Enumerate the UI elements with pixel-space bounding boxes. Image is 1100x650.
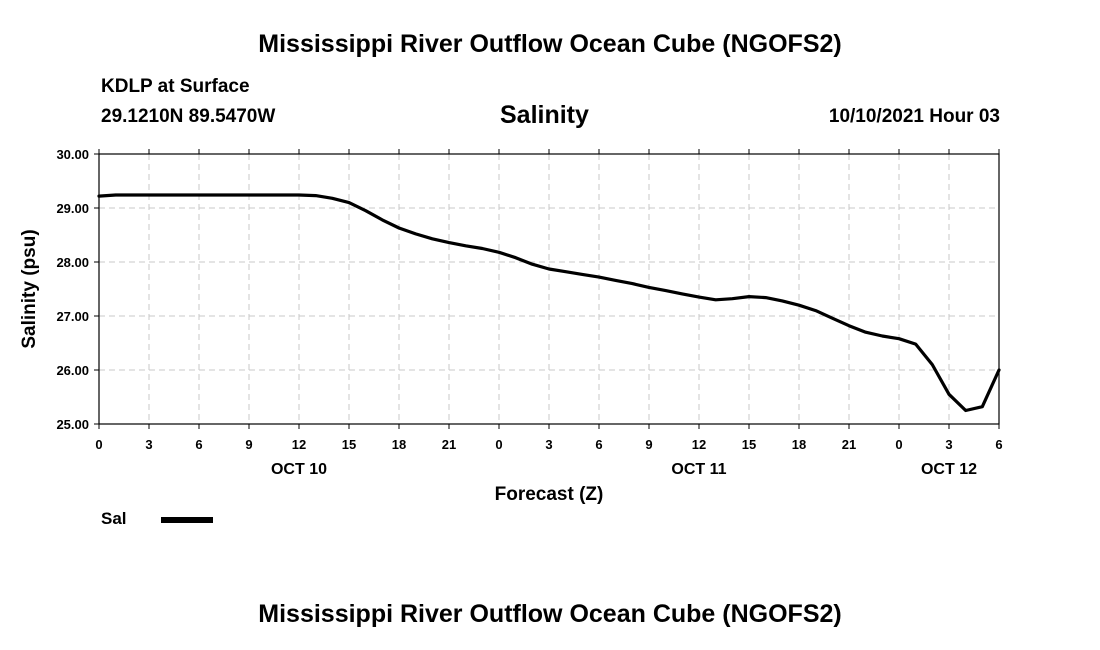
x-tick-label: 6 [995,437,1002,452]
x-tick-label: 0 [95,437,102,452]
forecast-datetime: 10/10/2021 Hour 03 [828,106,1000,127]
series-line-sal [97,193,1001,413]
y-tick-label: 28.00 [56,255,89,270]
legend-label: Sal [101,509,127,528]
x-tick-label: 0 [495,437,502,452]
y-tick-label: 29.00 [56,201,89,216]
variable-title: Salinity [500,101,589,129]
x-tick-label: 9 [645,437,652,452]
x-tick-label: 0 [895,437,902,452]
date-label: OCT 11 [671,461,726,478]
y-tick-label: 26.00 [56,363,89,378]
x-tick-label: 3 [545,437,552,452]
x-tick-label: 12 [292,437,306,452]
y-axis-title: Salinity (psu) [19,229,40,348]
x-tick-label: 12 [692,437,706,452]
footer-title: Mississippi River Outflow Ocean Cube (NG… [258,600,842,628]
x-tick-label: 6 [595,437,602,452]
main-title: Mississippi River Outflow Ocean Cube (NG… [258,30,842,58]
y-tick-label: 25.00 [56,417,89,432]
x-tick-label: 9 [245,437,252,452]
station-coordinates: 29.1210N 89.5470W [101,106,276,127]
x-tick-label: 3 [945,437,952,452]
plot-frame [98,153,1000,425]
x-tick-label: 21 [442,437,456,452]
x-tick-label: 15 [742,437,756,452]
station-label: KDLP at Surface [101,76,250,97]
x-tick-label: 6 [195,437,202,452]
x-axis-title: Forecast (Z) [495,484,604,505]
x-tick-label: 3 [145,437,152,452]
date-label: OCT 10 [271,461,327,478]
x-tick-label: 18 [392,437,406,452]
x-tick-label: 18 [792,437,806,452]
legend-line-swatch [161,517,213,523]
y-tick-label: 27.00 [56,309,89,324]
y-tick-label: 30.00 [56,147,89,162]
date-label: OCT 12 [921,461,977,478]
x-tick-label: 15 [342,437,356,452]
x-tick-label: 21 [842,437,856,452]
